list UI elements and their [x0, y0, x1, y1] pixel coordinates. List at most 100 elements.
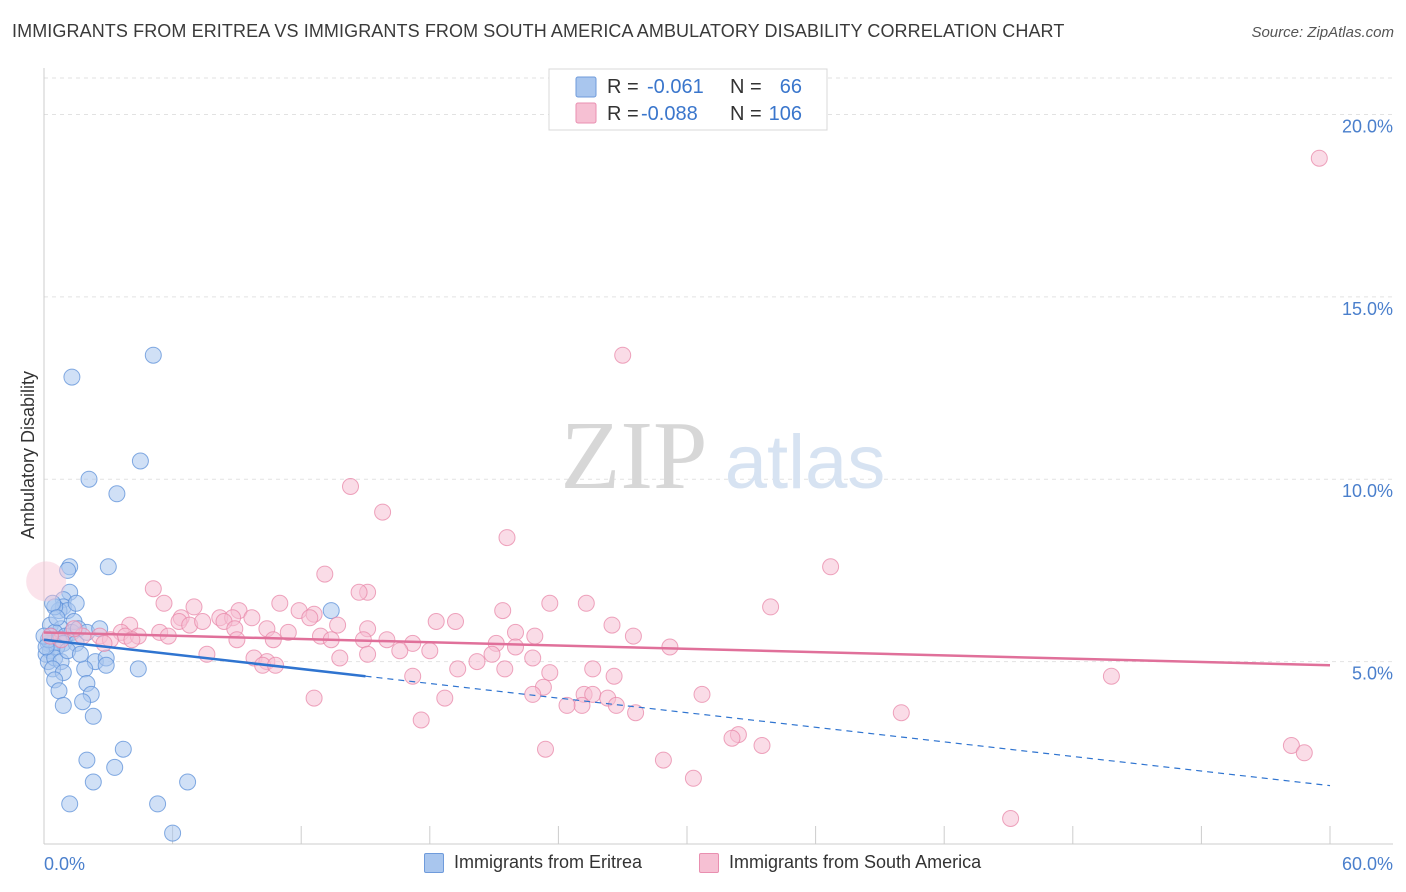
data-point [71, 645, 89, 663]
legend-swatch-south-america [699, 852, 719, 873]
data-point [95, 634, 113, 652]
trend-line-eritrea [43, 638, 366, 678]
trend-line-south-america [43, 631, 1331, 667]
data-point [1002, 810, 1020, 827]
data-point [149, 795, 167, 813]
legend-swatch-eritrea [424, 852, 444, 873]
data-point [1310, 149, 1328, 167]
data-point [331, 649, 349, 667]
data-point [279, 623, 297, 641]
axes [43, 68, 1393, 845]
data-point [624, 627, 642, 645]
data-point [48, 609, 66, 627]
legend-n-value: 106 [769, 103, 802, 125]
data-point [723, 729, 741, 747]
watermark-atlas: atlas [725, 420, 886, 505]
data-point [607, 696, 625, 714]
data-point [404, 667, 422, 685]
data-point [84, 707, 102, 725]
data-point [350, 583, 368, 601]
data-point [374, 503, 392, 521]
trend-line-eritrea-extension [365, 675, 1331, 787]
data-point [627, 704, 645, 722]
legend-r-label: R = [607, 76, 639, 98]
legend-r-value: -0.061 [647, 76, 704, 98]
data-point [194, 613, 212, 630]
legend-r-value: -0.088 [641, 103, 698, 125]
series-eritrea-points [35, 346, 340, 842]
data-point [378, 631, 396, 649]
data-point [391, 642, 409, 660]
data-point [97, 656, 115, 674]
data-point [243, 609, 261, 627]
legend-n-label: N = [730, 103, 762, 125]
data-point [526, 627, 544, 645]
legend-label-south-america: Immigrants from South America [729, 852, 982, 872]
data-point [558, 696, 576, 714]
data-point [605, 667, 623, 685]
data-point [541, 594, 559, 612]
data-point [54, 696, 72, 714]
data-point-cluster [26, 561, 67, 602]
data-point [753, 737, 771, 754]
data-point [129, 660, 147, 678]
data-point [78, 751, 96, 769]
data-point [329, 616, 347, 634]
y-axis-label: Ambulatory Disability [18, 371, 38, 539]
gridlines [44, 77, 1393, 663]
data-point [494, 602, 512, 620]
data-point [305, 689, 323, 707]
data-point [80, 470, 98, 488]
data-point [684, 769, 702, 787]
data-point [144, 346, 162, 364]
data-point [271, 594, 289, 612]
data-point [614, 346, 632, 364]
legend-label-eritrea: Immigrants from Eritrea [454, 852, 643, 872]
source-label: Source: ZipAtlas.com [1251, 24, 1394, 41]
data-point [603, 616, 621, 634]
data-point [404, 634, 422, 652]
data-point [468, 653, 486, 671]
trend-lines [43, 631, 1331, 787]
data-point [654, 751, 672, 769]
data-point [106, 758, 124, 776]
watermark: ZIP atlas [561, 402, 886, 510]
data-point [483, 645, 501, 663]
data-point [577, 594, 595, 612]
legend-swatch-south-america [575, 102, 597, 124]
data-point [342, 478, 359, 495]
x-tick-labels: 0.0% 60.0% [44, 854, 1393, 874]
data-point [421, 642, 439, 660]
data-point [449, 660, 467, 678]
data-point [99, 558, 117, 576]
legend-item-south-america[interactable]: Immigrants from South America [699, 852, 981, 873]
data-point [436, 689, 454, 707]
legend-n-value: 66 [780, 76, 802, 98]
data-point [131, 452, 149, 470]
data-point [61, 795, 79, 813]
data-point [822, 558, 840, 576]
data-point [114, 740, 132, 758]
data-point [541, 664, 559, 682]
data-point [524, 649, 542, 667]
data-point [507, 623, 524, 641]
x-tick-label-max: 60.0% [1342, 854, 1393, 874]
bottom-legend: Immigrants from Eritrea Immigrants from … [0, 850, 1406, 880]
data-point [144, 580, 162, 598]
y-tick-label: 15.0% [1342, 299, 1393, 319]
data-point [316, 565, 334, 583]
data-point [185, 598, 203, 616]
data-point [67, 594, 85, 612]
data-point [693, 685, 711, 703]
data-point [447, 613, 464, 630]
data-point [537, 740, 554, 758]
y-tick-label: 5.0% [1352, 664, 1393, 684]
chart-title: IMMIGRANTS FROM ERITREA VS IMMIGRANTS FR… [12, 21, 1065, 41]
data-point [762, 598, 780, 616]
legend-item-eritrea[interactable]: Immigrants from Eritrea [424, 852, 642, 873]
data-point [108, 485, 126, 503]
data-point [322, 602, 340, 620]
legend-swatch-eritrea [575, 76, 597, 98]
data-point [359, 645, 377, 663]
